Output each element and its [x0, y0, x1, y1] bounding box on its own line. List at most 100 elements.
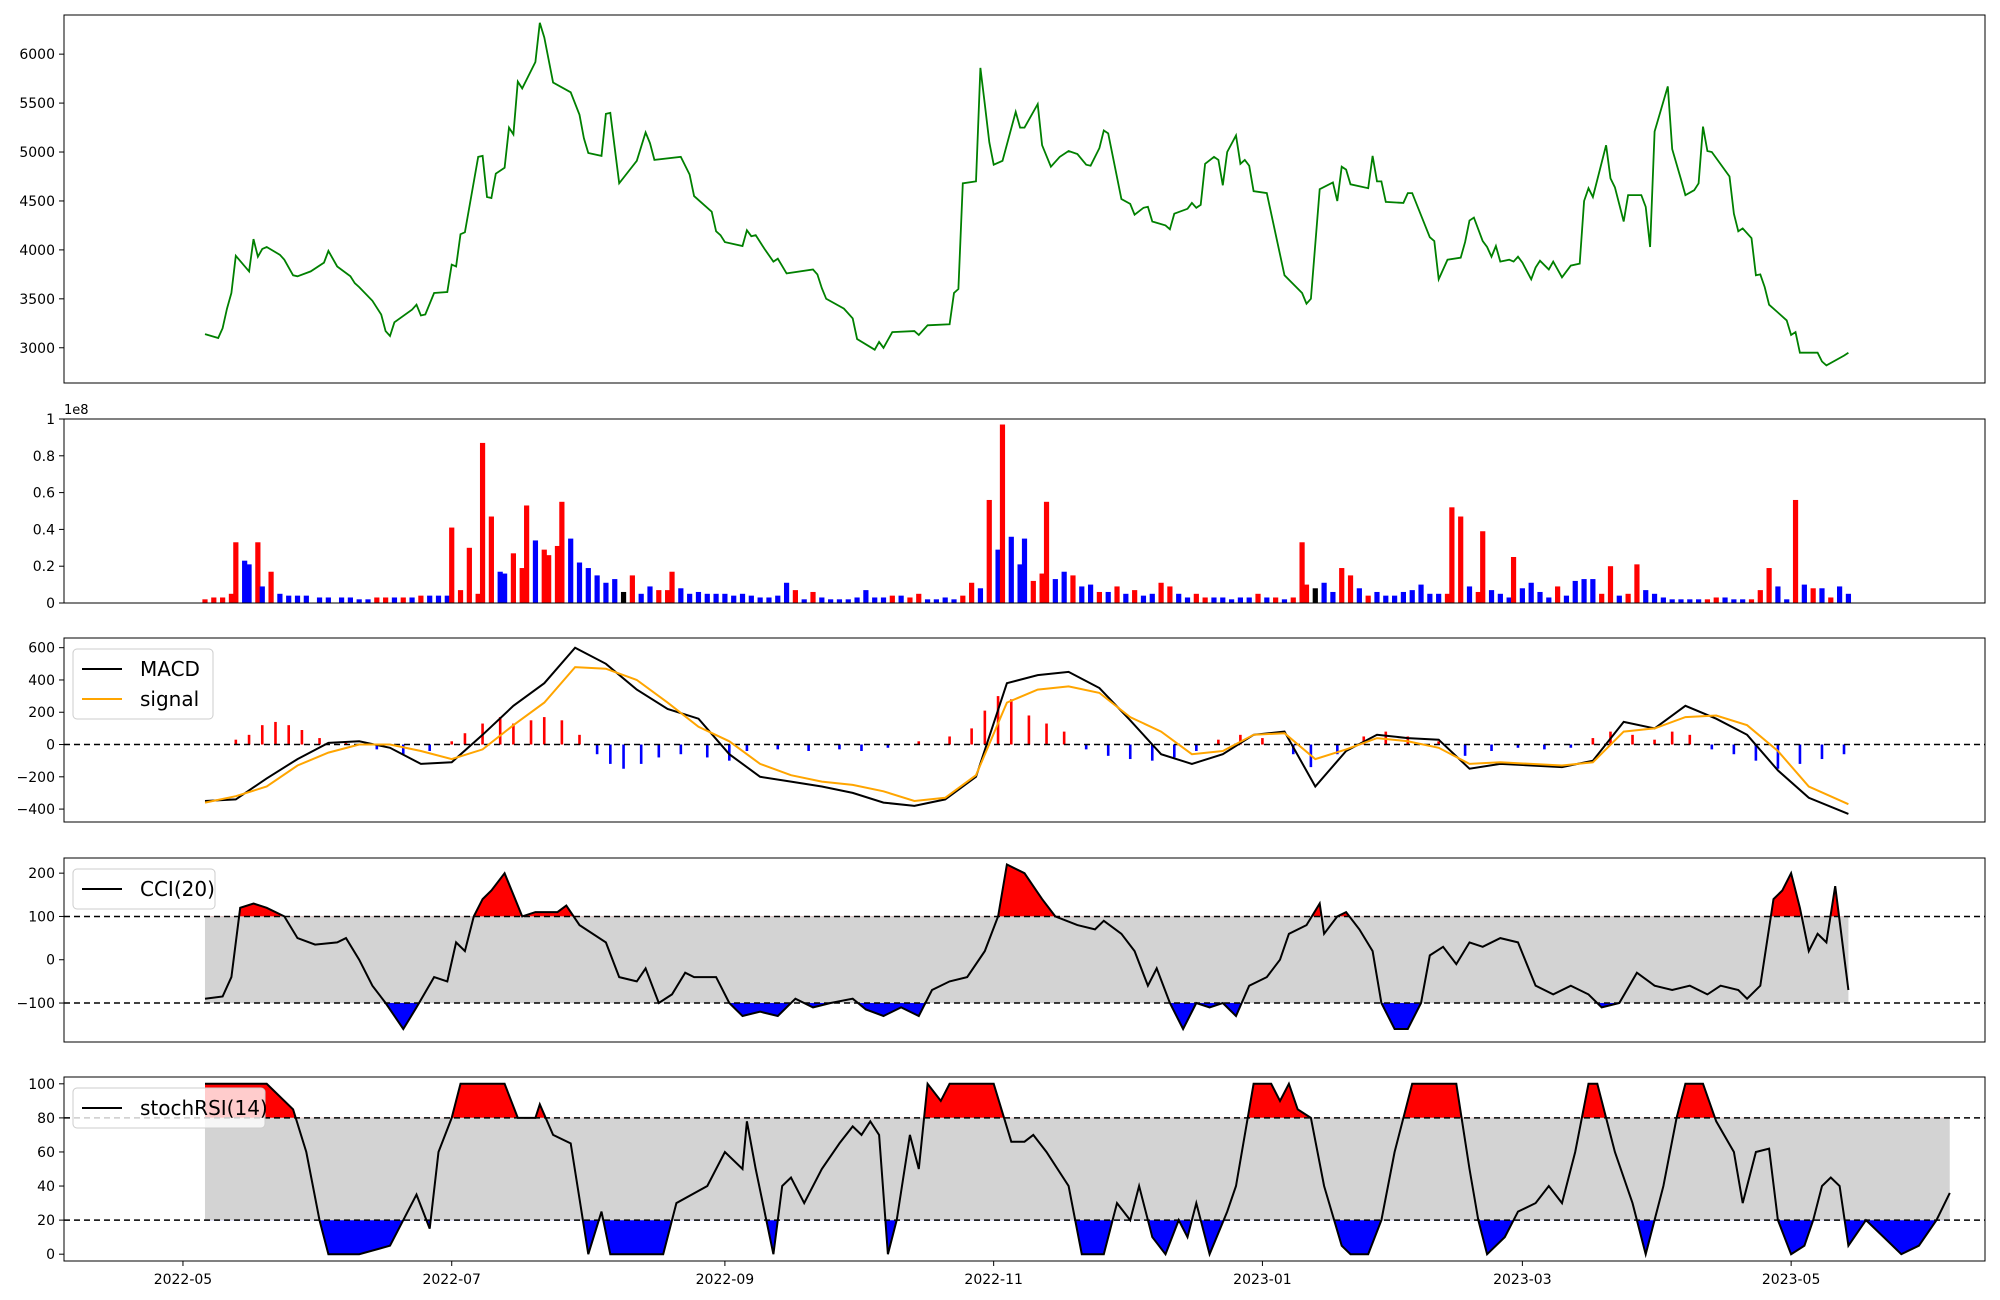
volume-bar: [1193, 593, 1199, 603]
overbought-fill: [205, 864, 1849, 917]
macd-line: [204, 646, 1849, 815]
macd-histogram-bar: [639, 744, 643, 764]
macd-histogram-bar: [1261, 738, 1264, 745]
volume-bar: [1176, 593, 1182, 603]
y-tick-label: 4000: [19, 243, 55, 259]
plot-area: [204, 22, 1849, 367]
macd-histogram-bar: [1776, 744, 1780, 769]
macd-histogram-bar: [1463, 744, 1467, 756]
y-tick-label: 20: [37, 1213, 55, 1229]
volume-bar: [977, 588, 984, 603]
macd-histogram-bar: [498, 717, 502, 745]
oscillator-line: [205, 1081, 1951, 1259]
volume-bar: [1810, 588, 1816, 603]
volume-bar: [1546, 597, 1552, 603]
panel-frame: [63, 14, 1986, 384]
volume-bar: [1704, 599, 1711, 603]
volume-bar: [1030, 580, 1036, 603]
volume-bar: [1281, 599, 1288, 603]
volume-bar: [695, 591, 702, 603]
macd-histogram-bar: [1754, 744, 1758, 761]
volume-bar: [532, 540, 539, 603]
volume-bar: [585, 568, 591, 603]
macd-histogram-bar: [1106, 744, 1110, 756]
macd-histogram-bar: [1490, 744, 1493, 751]
macd-histogram-bar: [560, 720, 564, 745]
volume-bar: [325, 597, 331, 603]
volume-bar: [409, 597, 415, 603]
macd-histogram-bar: [1195, 744, 1198, 751]
macd-histogram-bar: [807, 744, 810, 751]
macd-histogram-bar: [1239, 734, 1242, 745]
volume-bar: [1114, 586, 1120, 603]
volume-bar: [986, 499, 992, 603]
volume-bar: [713, 593, 719, 603]
volume-bar: [916, 593, 922, 603]
y-tick-label: 200: [28, 705, 55, 721]
volume-bar: [1722, 597, 1728, 603]
volume-bar: [1563, 595, 1570, 603]
panel-frame: [63, 637, 1986, 823]
volume-bar: [497, 571, 503, 603]
macd-histogram-bar: [622, 744, 625, 769]
macd-histogram-bar: [318, 738, 321, 745]
volume-bar: [1458, 516, 1464, 603]
volume-bar: [1436, 593, 1442, 603]
volume-bar: [1740, 599, 1746, 603]
y-tick-label: 0: [46, 1247, 55, 1263]
macd-panel: −400 −200 0 200 400 600 MACD signal: [17, 637, 1986, 823]
volume-bar: [1757, 590, 1763, 603]
volume-bar: [1651, 593, 1658, 603]
volume-bar: [845, 599, 851, 603]
volume-bar: [1290, 597, 1296, 603]
macd-histogram-bar: [1688, 734, 1692, 745]
volume-bar: [810, 591, 816, 603]
volume-bar: [933, 599, 939, 603]
y-tick-label: 400: [28, 673, 55, 689]
x-tick-label: 2023-03: [1493, 1272, 1552, 1288]
volume-bar: [1427, 593, 1433, 603]
macd-histogram-bar: [838, 744, 841, 750]
macd-histogram-bar: [609, 744, 612, 764]
oscillator-line: [204, 863, 1850, 1032]
volume-bar: [1339, 568, 1345, 603]
volume-bar: [1660, 597, 1666, 603]
volume-bar: [1374, 591, 1380, 603]
oversold-fill: [319, 1220, 1937, 1255]
volume-bar: [427, 595, 433, 603]
macd-histogram-bar: [983, 710, 987, 745]
volume-bar: [466, 547, 472, 603]
volume-bar: [1330, 591, 1336, 603]
volume-bar: [347, 597, 353, 603]
macd-histogram-bar: [595, 744, 599, 755]
volume-bar: [1713, 597, 1719, 603]
volume-bar: [1572, 580, 1578, 603]
y-tick-label: −100: [17, 996, 55, 1012]
volume-scale-label: 1e8: [64, 403, 89, 418]
y-tick-label: 0.8: [33, 449, 55, 465]
panel-frame: [63, 418, 1986, 604]
y-tick-label: 100: [28, 909, 55, 925]
volume-bar: [449, 527, 455, 603]
overbought-fill: [205, 1083, 1715, 1118]
volume-bar: [1528, 582, 1534, 603]
macd-histogram-bar: [1217, 739, 1220, 745]
volume-bar: [1449, 507, 1455, 603]
volume-bar: [854, 597, 860, 603]
volume-bar: [872, 597, 878, 603]
stochrsi-panel: 0 20 40 60 80 100 stochRSI(14): [28, 1076, 1986, 1263]
volume-bar: [479, 442, 486, 603]
volume-bar: [783, 582, 790, 603]
volume-bar: [629, 575, 635, 603]
volume-bar: [220, 597, 226, 603]
volume-bar: [594, 575, 600, 603]
volume-bar: [568, 538, 574, 603]
panel-frame: [63, 1076, 1986, 1262]
macd-histogram-bar: [1653, 739, 1656, 745]
volume-bar: [1149, 593, 1155, 603]
volume-bar: [1643, 590, 1649, 603]
volume-bar: [1132, 590, 1138, 603]
macd-histogram-bar: [1362, 736, 1366, 745]
volume-bar: [1678, 599, 1684, 603]
volume-bar: [1392, 595, 1398, 603]
